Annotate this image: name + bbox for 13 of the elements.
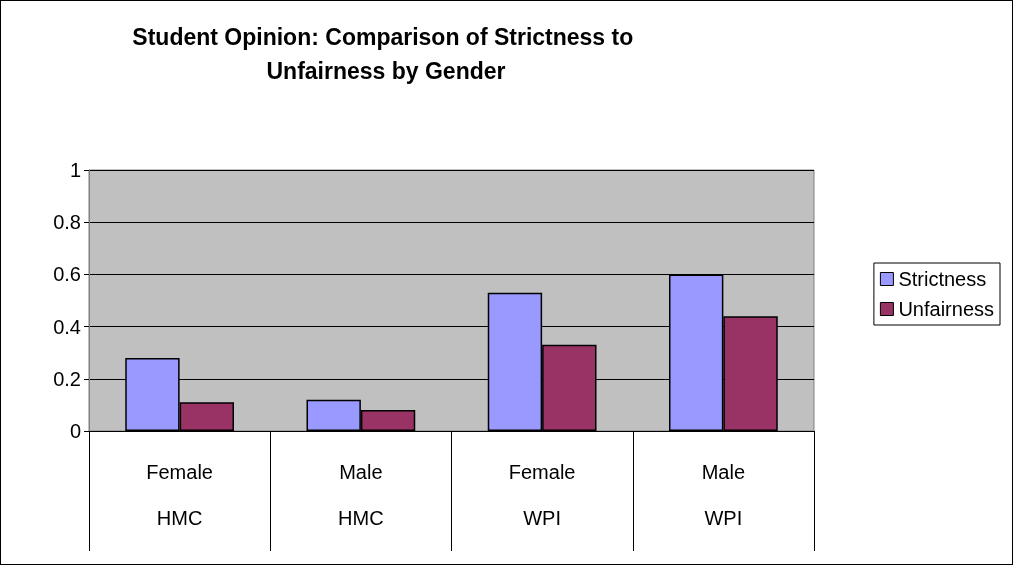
y-tick-label: 0.6	[53, 263, 81, 286]
y-tick-label: 0.2	[53, 367, 81, 390]
category-label: Female HMC	[146, 461, 213, 529]
legend-label: Strictness	[898, 268, 987, 290]
legend-label: Unfairness	[898, 298, 995, 320]
category-label: Female WPI	[508, 461, 576, 529]
category-label: Male HMC	[338, 461, 384, 529]
category-label: Male WPI	[701, 461, 746, 529]
chart-title: Student Opinion: Comparison of Strictness to Unfairness by Gender	[132, 24, 640, 84]
y-tick-label: 0.8	[53, 211, 81, 234]
y-tick-label: 0	[69, 420, 81, 442]
y-tick-label: 1	[69, 159, 81, 181]
y-tick-label: 0.4	[53, 315, 81, 338]
